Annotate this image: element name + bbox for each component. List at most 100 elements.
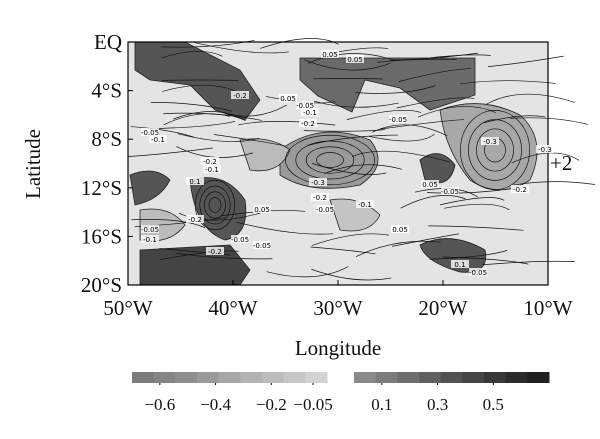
x-tick-label: 50°W (103, 296, 152, 320)
streamline (303, 129, 385, 132)
streamline (236, 221, 334, 235)
contour-label-bg (311, 193, 329, 201)
streamline (430, 54, 491, 59)
streamline (148, 121, 236, 130)
contour-label-bg (481, 137, 499, 145)
contour-label: -0.2 (203, 158, 217, 166)
shaded-region (129, 170, 171, 206)
shaded-region (134, 41, 261, 121)
contour-label-bg (201, 157, 219, 165)
streamline (285, 134, 375, 186)
contour-label: -0.2 (513, 186, 527, 194)
contour-label: -0.05 (141, 129, 159, 137)
streamline (308, 53, 396, 64)
streamline (150, 101, 232, 112)
streamline (400, 195, 466, 209)
colorbar-cell (354, 372, 377, 383)
contour-label: 0.05 (322, 51, 338, 59)
contour-label-bg (141, 235, 159, 243)
colorbar-cell (375, 372, 398, 383)
colorbar-tick-label: −0.6 (144, 395, 175, 414)
streamline (380, 119, 465, 130)
streamline (392, 233, 459, 247)
contour-label: -0.2 (313, 194, 327, 202)
streamline (355, 85, 436, 94)
contour-label: -0.2 (233, 92, 247, 100)
x-axis-label: Longitude (295, 336, 381, 360)
streamline (426, 189, 500, 194)
y-tick-label: 16°S (81, 224, 122, 248)
streamline (428, 225, 524, 231)
contour-label: -0.05 (469, 269, 487, 277)
contour-label: -0.2 (208, 248, 222, 256)
shaded-region (419, 238, 487, 273)
contour-label: 0.1 (189, 178, 200, 186)
streamline (295, 140, 365, 180)
colorbar-cell (484, 372, 507, 383)
streamline (303, 59, 391, 71)
streamline (199, 185, 231, 225)
colorbar-tick-label: −0.05 (293, 395, 332, 414)
contour-label: 0.05 (280, 95, 296, 103)
contour-label: -0.1 (151, 136, 165, 144)
colorbar-cell (419, 372, 442, 383)
streamline (163, 113, 230, 126)
streamline (429, 250, 508, 260)
colorbar-cell (283, 372, 306, 383)
streamline (390, 52, 478, 61)
streamline (482, 260, 575, 266)
colorbar-cell (153, 372, 176, 383)
contour-label: 0.05 (254, 206, 270, 214)
y-tick-label: 12°S (81, 176, 122, 200)
colorbar-cell (132, 372, 155, 383)
streamline (444, 203, 510, 211)
streamline (131, 219, 206, 229)
colorbar-cell (262, 372, 285, 383)
x-tick-label: 30°W (313, 296, 362, 320)
contour-label-bg (296, 101, 314, 109)
contour-label-bg (253, 205, 271, 213)
contour-label-bg (389, 115, 407, 123)
contour-label-bg (186, 177, 204, 185)
contour-label: 0.05 (422, 181, 438, 189)
contour-label: -0.1 (303, 109, 317, 117)
streamline (476, 128, 514, 172)
contour-label-bg (231, 91, 249, 99)
streamline (398, 68, 472, 82)
colorbar-cell (397, 372, 420, 383)
colorbar-tick-label: 0.1 (371, 395, 392, 414)
contour-label-bg (141, 225, 159, 233)
streamline (312, 233, 390, 246)
colorbar-cell (197, 372, 220, 383)
y-tick-label: 8°S (91, 127, 122, 151)
streamline (313, 78, 383, 80)
streamline (460, 80, 556, 85)
colorbar-cell (527, 372, 550, 383)
x-tick-label: 40°W (208, 296, 257, 320)
y-tick-label: 4°S (91, 79, 122, 103)
colorbar-tick-label: −0.2 (256, 395, 287, 414)
contour-label: -0.2 (301, 120, 315, 128)
streamline (178, 212, 261, 221)
contour-label-bg (309, 178, 327, 186)
x-tick-label: 10°W (523, 296, 572, 320)
streamline (194, 42, 289, 54)
streamline (511, 152, 580, 164)
contour-label-bg (186, 215, 204, 223)
contour-label-bg (356, 200, 374, 208)
streamline (172, 111, 246, 121)
contour-label: -0.05 (389, 116, 407, 124)
contour-label-bg (231, 235, 249, 243)
contour-label: -0.05 (231, 236, 249, 244)
colorbar-cell (462, 372, 485, 383)
annotation: +2 (550, 151, 572, 175)
streamline (316, 152, 344, 168)
colorbar-cell (175, 372, 198, 383)
contour-label-bg (421, 180, 439, 188)
contour-label-bg (511, 185, 529, 193)
contour-label-bg (469, 268, 487, 276)
streamline (266, 266, 349, 278)
streamline (177, 133, 259, 142)
streamline (238, 121, 336, 126)
